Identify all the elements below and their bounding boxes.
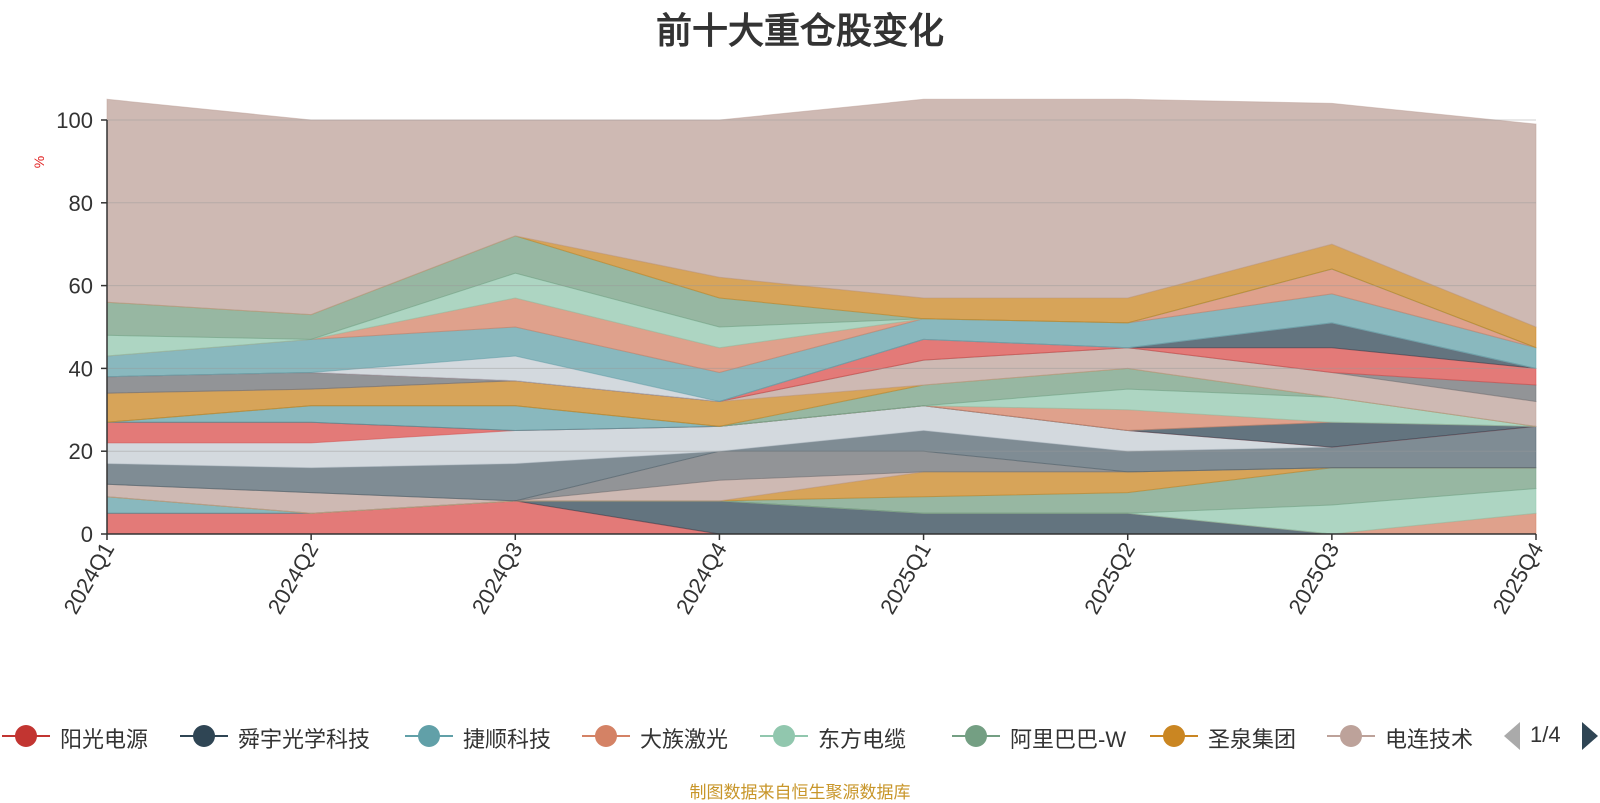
legend-label: 东方电缆 [818, 727, 907, 752]
y-tick-label: 60 [69, 274, 93, 299]
x-tick-label: 2025Q4 [1488, 538, 1549, 618]
legend-swatch-icon [1150, 725, 1198, 747]
chart-plot: 0 20 40 60 80 100 2024Q1 2024Q2 2024Q3 2024Q4 2025… [31, 98, 1549, 618]
legend-swatch-icon [952, 725, 1000, 747]
legend-swatch-icon [1327, 725, 1375, 747]
y-tick-label: 40 [69, 356, 93, 381]
legend-label: 阿里巴巴-W [1010, 727, 1127, 752]
legend-label: 圣泉集团 [1208, 727, 1297, 752]
x-tick-label: 2024Q4 [671, 538, 732, 618]
y-axis-unit-label: % [31, 156, 47, 168]
legend-next-page-icon[interactable] [1578, 718, 1600, 754]
x-tick-label: 2024Q1 [59, 538, 120, 618]
legend-swatch-icon [582, 725, 630, 747]
y-tick-label: 80 [69, 191, 93, 216]
legend-label: 舜宇光学科技 [238, 727, 371, 752]
chart-title: 前十大重仓股变化 [655, 10, 944, 51]
legend-page-indicator: 1/4 [1530, 722, 1561, 747]
x-tick-label: 2025Q1 [875, 538, 936, 618]
area-series-group [106, 98, 1537, 535]
legend-swatch-icon [760, 725, 808, 747]
legend-prev-page-icon[interactable] [1500, 718, 1524, 754]
y-tick-label: 0 [81, 522, 93, 547]
legend-label: 捷顺科技 [463, 727, 552, 752]
x-tick-label: 2024Q2 [263, 538, 324, 618]
y-tick-label: 20 [69, 439, 93, 464]
x-tick-label: 2025Q2 [1079, 538, 1140, 618]
x-tick-label: 2025Q3 [1283, 538, 1344, 618]
legend-label: 电连技术 [1385, 727, 1474, 752]
legend-label: 阳光电源 [60, 727, 149, 752]
data-source-note: 制图数据来自恒生聚源数据库 [689, 783, 911, 802]
legend-swatch-icon [180, 725, 228, 747]
legend-pager: 1/4 [1500, 718, 1600, 754]
gridlines [107, 119, 1536, 452]
area-series-28 [106, 98, 1537, 328]
legend-swatch-icon [405, 725, 453, 747]
legend-label: 大族激光 [640, 727, 729, 752]
y-tick-label: 100 [56, 108, 93, 133]
legend-swatch-icon [2, 725, 50, 747]
x-tick-label: 2024Q3 [467, 538, 528, 618]
legend: 阳光电源 舜宇光学科技 捷顺科技 大族激光 东方电缆 阿里巴巴-W 圣泉集团 电连技术 [0, 718, 1600, 754]
